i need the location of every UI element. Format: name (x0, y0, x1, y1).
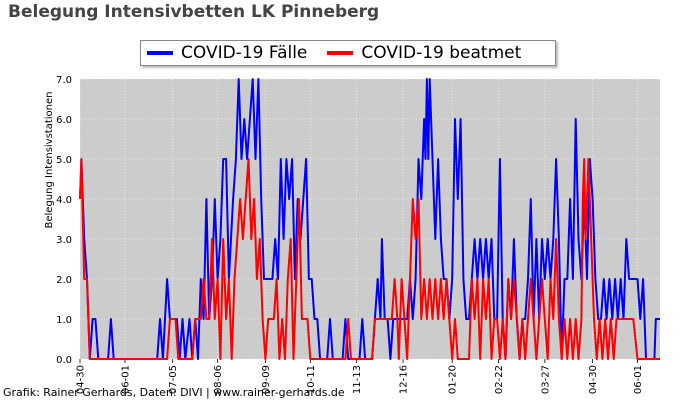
legend-swatch-beatmet (327, 51, 354, 55)
y-tick-label: 2.0 (56, 275, 72, 286)
legend-entry-beatmet: COVID-19 beatmet (327, 43, 521, 63)
legend: COVID-19 Fälle COVID-19 beatmet (140, 40, 556, 66)
x-tick-label: 10-11 (306, 365, 317, 394)
legend-label-beatmet: COVID-19 beatmet (361, 43, 522, 63)
legend-swatch-faelle (147, 51, 173, 55)
x-tick-label: 11-13 (352, 365, 363, 394)
series-line-beatmet (79, 158, 660, 360)
x-tick-label: 12-16 (399, 365, 410, 394)
y-axis-label: Belegung Intensivstationen (44, 91, 55, 228)
y-tick-label: 4.0 (56, 195, 72, 206)
x-tick-label: 04-30 (588, 365, 599, 394)
x-tick-label: 06-01 (120, 365, 131, 394)
y-tick-label: 5.0 (56, 155, 72, 166)
x-tick-label: 03-27 (540, 365, 551, 394)
chart-title: Belegung Intensivbetten LK Pinneberg (8, 2, 380, 22)
x-tick-label: 09-09 (261, 365, 272, 394)
y-tick-label: 0.0 (56, 355, 72, 366)
x-axis: 04-30 06-01 07-05 08-06 09-09 10-11 11-13 12-16… (76, 359, 644, 394)
x-tick-label: 06-01 (633, 365, 644, 394)
y-axis: 0.0 1.0 2.0 3.0 4.0 5.0 6.0 7.0 (56, 75, 72, 366)
credits-text: Grafik: Rainer Gerhards, Daten: DIVI | w… (3, 386, 345, 399)
x-tick-label: 07-05 (168, 365, 179, 394)
legend-label-faelle: COVID-19 Fälle (181, 43, 308, 63)
y-tick-label: 1.0 (56, 315, 72, 326)
legend-entry-faelle: COVID-19 Fälle (147, 43, 307, 63)
x-tick-label: 01-20 (448, 365, 459, 394)
series-lines (79, 78, 660, 360)
y-tick-label: 6.0 (56, 115, 72, 126)
x-tick-label: 04-30 (76, 365, 87, 394)
y-tick-label: 3.0 (56, 235, 72, 246)
x-tick-label: 08-06 (213, 365, 224, 394)
x-tick-label: 02-22 (494, 365, 505, 394)
y-tick-label: 7.0 (56, 75, 72, 86)
